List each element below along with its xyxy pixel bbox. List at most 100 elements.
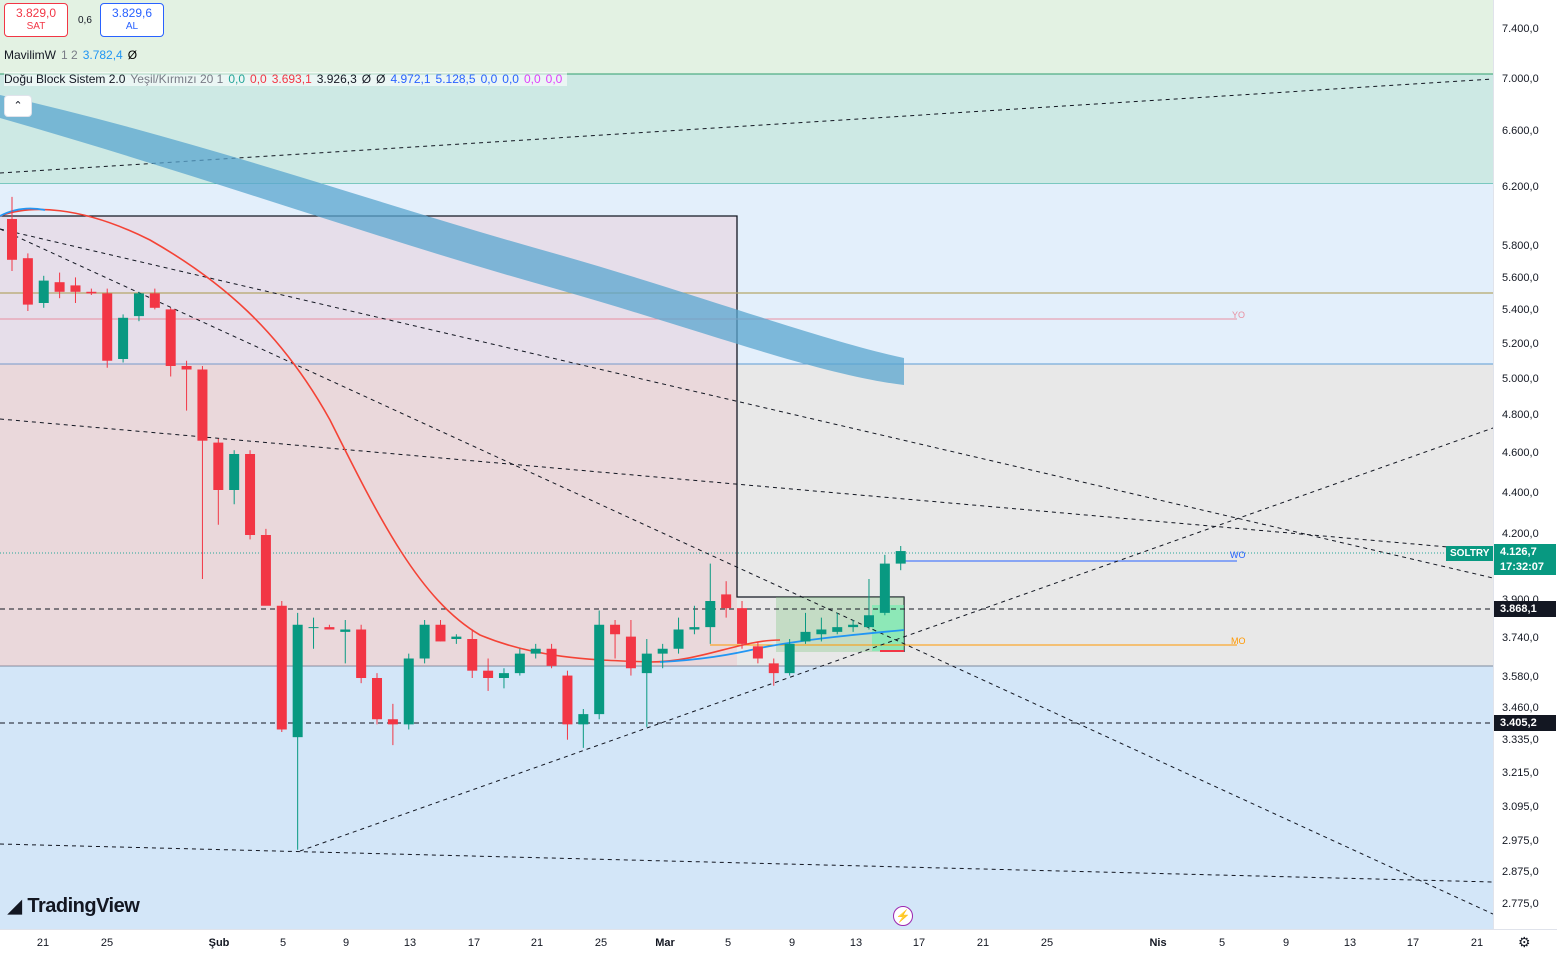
candle-body [578,714,589,725]
candle-body [181,366,192,370]
candle-body [403,658,414,725]
candle-body [562,675,573,725]
time-tick-label: 17 [1406,937,1420,949]
candle-body [530,648,541,654]
time-tick-label: 13 [403,937,417,949]
time-tick-label: 13 [849,937,863,949]
indicator-value: 3.782,4 [82,48,123,62]
candle-body [737,608,748,644]
price-label: 4.126,7 [1494,544,1556,560]
candle-body [483,670,494,678]
price-tick-label: 3.335,0 [1502,734,1539,746]
time-tick-label: Mar [655,937,675,949]
candle-body [22,258,33,305]
candle-body [705,601,716,628]
candle-body [165,309,176,366]
price-tick-label: 7.000,0 [1502,73,1539,85]
price-tick-label: 5.800,0 [1502,240,1539,252]
candle-body [54,282,65,292]
time-tick-label: 21 [976,937,990,949]
level-tag: YO [1232,310,1245,320]
candle-body [689,627,700,630]
candle-body [832,627,843,632]
time-tick-label: 9 [342,937,350,949]
candle-body [752,646,763,659]
time-tick-label: 25 [100,937,114,949]
indicator-name: Doğu Block Sistem 2.0 [4,72,126,86]
candle-body [895,551,906,564]
candle-body [816,629,827,635]
candle-body [86,291,97,294]
price-tick-label: 3.580,0 [1502,671,1539,683]
candle-body [197,369,208,441]
trendline-down-2 [0,418,1493,552]
bolt-icon[interactable]: ⚡ [893,906,913,926]
chevron-up-icon[interactable]: ⌃ [4,95,32,117]
candle-body [340,629,351,632]
time-tick-label: 17 [912,937,926,949]
indicator-values: 0,0 0,0 3.693,1 3.926,3 Ø Ø 4.972,1 5.128,5 0,0 0… [228,72,567,86]
price-tick-label: 7.400,0 [1502,23,1539,35]
candle-body [149,293,160,308]
time-axis[interactable]: 21 25 Şub 5 9 13 17 21 25 Mar 5 9 13 17 21 25 Nis 5 9 13 17 2… [0,929,1557,959]
price-axis[interactable]: 7.400,0 7.000,0 6.600,0 6.200,0 5.800,0 5.600… [1493,0,1557,929]
trendline-top [0,78,1493,174]
indicator-value: 0,0 [502,72,519,86]
time-tick-label: 21 [1470,937,1484,949]
tradingview-logo: ◢ TradingView [8,895,140,918]
price-tick-label: 6.600,0 [1502,125,1539,137]
candlestick-chart[interactable]: YO WO MO [0,0,1493,929]
candle-body [419,624,430,659]
price-tick-label: 2.875,0 [1502,866,1539,878]
candle-body [514,653,525,674]
indicator-value: 0,0 [545,72,563,86]
indicator-name: MavilimW [4,48,56,62]
time-tick-label: Nis [1149,937,1167,949]
candle-body [245,454,256,535]
candle-body [356,629,367,678]
candle-body [721,594,732,609]
trendline-bottom [0,843,1493,883]
price-tick-label: 5.200,0 [1502,338,1539,350]
candle-body [784,643,795,674]
indicator-extra: Ø [127,48,138,62]
candle-body [308,627,319,629]
legend-mavilimw[interactable]: MavilimW 1 2 3.782,4 Ø [4,48,142,62]
indicator-value: Ø [376,72,386,86]
indicator-params: Yeşil/Kırmızı 20 1 [130,72,224,86]
zone-blue [0,666,1493,929]
time-tick-label: 25 [1040,937,1054,949]
candle-body [324,627,335,630]
legend-dogu-block[interactable]: Doğu Block Sistem 2.0 Yeşil/Kırmızı 20 1 0… [4,72,568,86]
price-label: 17:32:07 [1494,559,1556,575]
indicator-value: 0,0 [480,72,498,86]
price-label: 3.405,2 [1494,715,1556,731]
price-tick-label: 4.400,0 [1502,487,1539,499]
price-tick-label: 3.740,0 [1502,632,1539,644]
indicator-value: 5.128,5 [435,72,476,86]
time-tick-label: 5 [1218,937,1226,949]
candle-body [498,673,509,678]
price-tick-label: 5.400,0 [1502,304,1539,316]
buy-button[interactable]: 3.829,6 AL [100,3,164,37]
indicator-value: 3.693,1 [271,72,312,86]
candle-body [7,218,17,260]
price-tick-label: 3.095,0 [1502,801,1539,813]
price-tick-label: 5.600,0 [1502,272,1539,284]
price-tick-label: 2.975,0 [1502,835,1539,847]
indicator-value: Ø [361,72,372,86]
candle-body [387,719,398,725]
settings-gear-icon[interactable]: ⚙ [1518,934,1531,950]
candle-body [625,636,636,669]
chart-plot-area[interactable]: YO WO MO [0,0,1493,929]
trendline-up [299,427,1493,852]
candle-body [229,454,240,490]
zone-top-green [0,0,1493,74]
candle-body [800,631,811,642]
candle-body [102,293,113,361]
price-tick-label: 4.800,0 [1502,409,1539,421]
candle-body [863,615,874,628]
tv-logo-icon: ◢ [8,896,22,916]
spread-value: 0,6 [78,15,92,26]
sell-button[interactable]: 3.829,0 SAT [4,3,68,37]
